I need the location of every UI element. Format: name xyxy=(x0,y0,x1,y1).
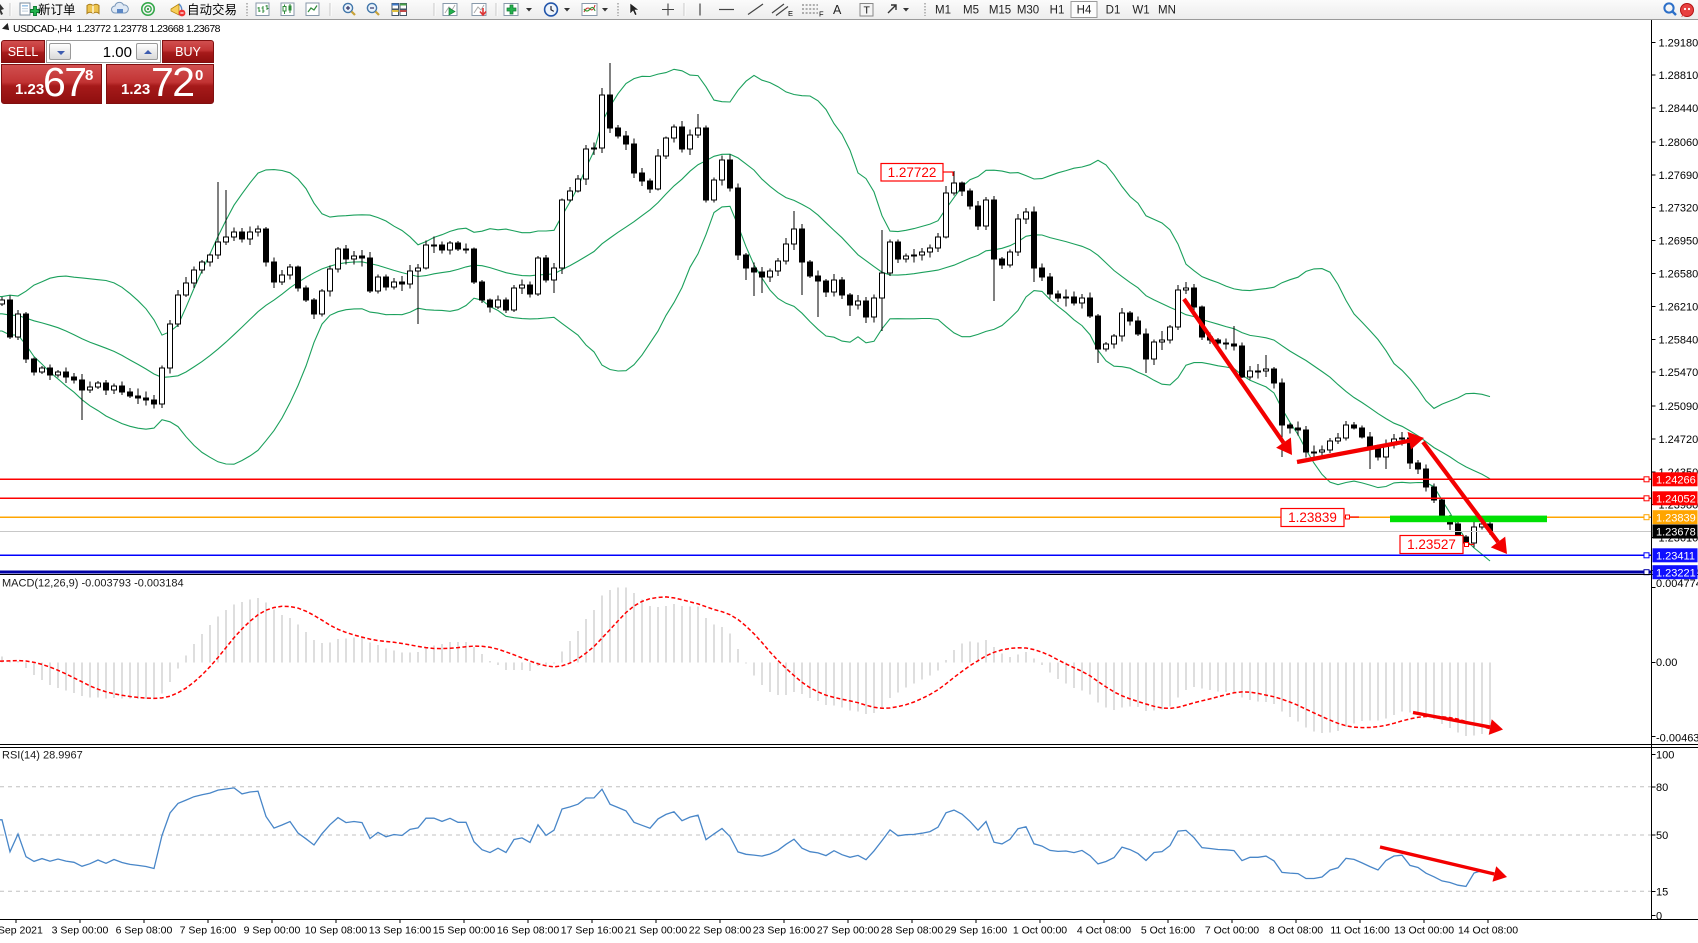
svg-text:13 Oct 00:00: 13 Oct 00:00 xyxy=(1394,925,1454,937)
svg-text:1.28060: 1.28060 xyxy=(1659,137,1698,149)
svg-text:M5: M5 xyxy=(963,5,979,17)
svg-text:1.26580: 1.26580 xyxy=(1659,269,1698,281)
svg-text:10 Sep 08:00: 10 Sep 08:00 xyxy=(305,925,368,937)
svg-text:1.23839: 1.23839 xyxy=(1288,510,1337,525)
svg-text:新订单: 新订单 xyxy=(38,2,76,17)
svg-text:A: A xyxy=(833,3,842,17)
svg-text:0.004774: 0.004774 xyxy=(1656,578,1698,590)
svg-text:F: F xyxy=(819,10,824,19)
svg-text:M1: M1 xyxy=(935,5,951,17)
svg-text:M30: M30 xyxy=(1017,5,1039,17)
svg-text:1.27690: 1.27690 xyxy=(1659,170,1698,182)
svg-text:1.26210: 1.26210 xyxy=(1659,301,1698,313)
svg-text:15: 15 xyxy=(1656,886,1668,898)
svg-text:16 Sep 08:00: 16 Sep 08:00 xyxy=(497,925,560,937)
svg-text:22 Sep 08:00: 22 Sep 08:00 xyxy=(689,925,752,937)
svg-text:2 Sep 2021: 2 Sep 2021 xyxy=(0,925,43,937)
svg-text:9 Sep 00:00: 9 Sep 00:00 xyxy=(244,925,301,937)
svg-text:0.00: 0.00 xyxy=(1656,657,1677,669)
svg-text:100: 100 xyxy=(1656,750,1674,762)
svg-text:4 Oct 08:00: 4 Oct 08:00 xyxy=(1077,925,1131,937)
svg-text:T: T xyxy=(864,5,871,17)
svg-text:H4: H4 xyxy=(1077,5,1092,17)
svg-text:7 Oct 00:00: 7 Oct 00:00 xyxy=(1205,925,1259,937)
svg-text:1.23411: 1.23411 xyxy=(1656,551,1695,563)
svg-text:21 Sep 00:00: 21 Sep 00:00 xyxy=(625,925,688,937)
svg-text:自动交易: 自动交易 xyxy=(187,2,237,17)
svg-text:17 Sep 16:00: 17 Sep 16:00 xyxy=(561,925,624,937)
svg-text:15 Sep 00:00: 15 Sep 00:00 xyxy=(433,925,496,937)
svg-text:1.27722: 1.27722 xyxy=(888,165,937,180)
svg-text:5 Oct 16:00: 5 Oct 16:00 xyxy=(1141,925,1195,937)
svg-text:1.26950: 1.26950 xyxy=(1659,236,1698,248)
svg-text:W1: W1 xyxy=(1132,5,1149,17)
svg-text:H1: H1 xyxy=(1050,5,1065,17)
svg-text:1.24052: 1.24052 xyxy=(1656,494,1696,506)
svg-text:80: 80 xyxy=(1656,782,1668,794)
svg-text:1.25840: 1.25840 xyxy=(1659,334,1698,346)
svg-text:14 Oct 08:00: 14 Oct 08:00 xyxy=(1458,925,1518,937)
svg-text:M15: M15 xyxy=(989,5,1011,17)
svg-text:1.24266: 1.24266 xyxy=(1656,475,1696,487)
svg-text:27 Sep 00:00: 27 Sep 00:00 xyxy=(817,925,880,937)
svg-text:1.25090: 1.25090 xyxy=(1659,401,1698,413)
svg-text:1.23839: 1.23839 xyxy=(1656,512,1696,524)
svg-text:MN: MN xyxy=(1158,5,1176,17)
svg-text:1.25470: 1.25470 xyxy=(1659,367,1698,379)
svg-text:RSI(14) 28.9967: RSI(14) 28.9967 xyxy=(2,750,83,762)
svg-text:1.28810: 1.28810 xyxy=(1659,70,1698,82)
svg-text:E: E xyxy=(788,9,793,18)
svg-text:1.29180: 1.29180 xyxy=(1659,37,1698,49)
svg-text:1 Oct 00:00: 1 Oct 00:00 xyxy=(1013,925,1067,937)
svg-text:1.27320: 1.27320 xyxy=(1659,203,1698,215)
svg-text:-0.004637: -0.004637 xyxy=(1656,733,1698,745)
svg-text:28 Sep 08:00: 28 Sep 08:00 xyxy=(881,925,944,937)
svg-text:6 Sep 08:00: 6 Sep 08:00 xyxy=(116,925,173,937)
svg-text:8 Oct 08:00: 8 Oct 08:00 xyxy=(1269,925,1323,937)
svg-text:1.23678: 1.23678 xyxy=(1656,527,1696,539)
svg-text:1.23527: 1.23527 xyxy=(1407,537,1456,552)
svg-text:MACD(12,26,9) -0.003793 -0.003: MACD(12,26,9) -0.003793 -0.003184 xyxy=(2,578,184,590)
svg-text:13 Sep 16:00: 13 Sep 16:00 xyxy=(369,925,432,937)
svg-text:0: 0 xyxy=(1656,910,1662,922)
svg-text:D1: D1 xyxy=(1106,5,1121,17)
svg-text:7 Sep 16:00: 7 Sep 16:00 xyxy=(180,925,237,937)
svg-text:29 Sep 16:00: 29 Sep 16:00 xyxy=(945,925,1008,937)
svg-text:1.28440: 1.28440 xyxy=(1659,103,1698,115)
svg-text:50: 50 xyxy=(1656,830,1668,842)
svg-text:3 Sep 00:00: 3 Sep 00:00 xyxy=(52,925,109,937)
svg-text:11 Oct 16:00: 11 Oct 16:00 xyxy=(1330,925,1390,937)
svg-text:1.24720: 1.24720 xyxy=(1659,434,1698,446)
svg-text:23 Sep 16:00: 23 Sep 16:00 xyxy=(753,925,816,937)
